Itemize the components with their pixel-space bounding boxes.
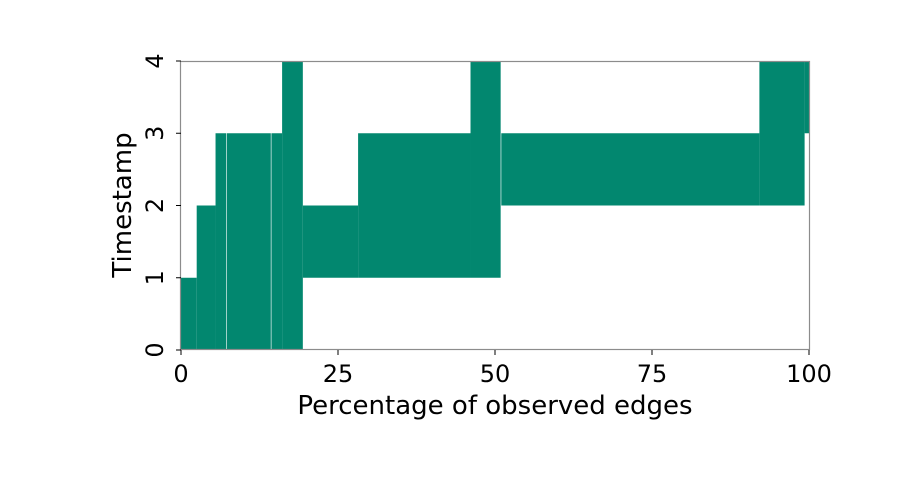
area-segment [215,133,227,350]
plot-area [181,61,809,350]
area-segment [501,133,760,206]
y-tick-label: 1 [141,270,169,285]
x-tick-label: 0 [173,360,188,388]
y-tick-label: 4 [141,53,169,68]
x-tick-label: 25 [323,360,354,388]
x-tick-label: 75 [637,360,668,388]
x-axis: 0 25 50 75 100 [173,350,832,388]
y-axis: 0 1 2 3 4 [141,53,181,358]
area-segment [470,61,501,278]
y-tick-label: 3 [141,126,169,141]
y-axis-label: Timestamp [108,132,138,278]
area-segment [302,205,359,278]
x-axis-label: Percentage of observed edges [297,391,692,421]
x-tick-label: 50 [480,360,511,388]
y-tick-label: 0 [141,342,169,357]
area-segment [282,61,303,350]
x-tick-label: 100 [786,360,832,388]
area-segment [196,205,216,350]
area-segment [271,133,283,350]
area-segment [804,61,809,134]
area-segment [181,277,197,350]
area-segment [226,133,271,350]
area-segment [759,61,805,206]
area-segment [358,133,471,278]
y-tick-label: 2 [141,198,169,213]
